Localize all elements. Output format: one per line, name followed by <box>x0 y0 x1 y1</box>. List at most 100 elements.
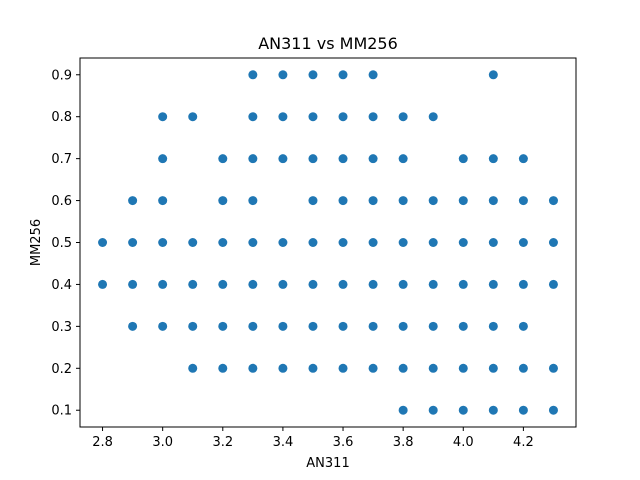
scatter-point <box>338 279 348 289</box>
scatter-point <box>428 405 438 415</box>
scatter-point <box>248 112 258 122</box>
scatter-point <box>218 363 228 373</box>
scatter-point <box>488 363 498 373</box>
scatter-point <box>518 321 528 331</box>
scatter-point <box>338 112 348 122</box>
scatter-point <box>368 154 378 164</box>
scatter-point <box>458 238 468 247</box>
scatter-point <box>398 112 408 122</box>
scatter-point <box>278 238 288 247</box>
y-tick-label: 0.8 <box>51 110 72 125</box>
scatter-point <box>488 154 498 164</box>
x-axis-label: AN311 <box>306 456 349 471</box>
scatter-point <box>338 321 348 331</box>
scatter-point <box>368 70 378 80</box>
scatter-point <box>488 321 498 331</box>
scatter-point <box>548 238 558 247</box>
scatter-point <box>518 405 528 415</box>
scatter-point <box>338 238 348 247</box>
scatter-point <box>428 321 438 331</box>
scatter-point <box>428 279 438 289</box>
scatter-point <box>458 154 468 164</box>
scatter-point <box>308 363 318 373</box>
y-tick-label: 0.3 <box>51 320 72 335</box>
scatter-point <box>398 321 408 331</box>
scatter-point <box>398 363 408 373</box>
scatter-point <box>458 279 468 289</box>
scatter-point <box>368 363 378 373</box>
x-tick-label: 3.4 <box>273 435 294 450</box>
scatter-point <box>188 238 198 247</box>
scatter-point <box>548 279 558 289</box>
scatter-point <box>368 112 378 122</box>
scatter-point <box>218 238 228 247</box>
scatter-point <box>368 196 378 206</box>
scatter-point <box>248 154 258 164</box>
y-tick-label: 0.2 <box>51 362 72 377</box>
scatter-point <box>248 279 258 289</box>
scatter-point <box>98 238 108 247</box>
scatter-point <box>428 238 438 247</box>
plot-frame <box>79 57 577 428</box>
scatter-point <box>488 279 498 289</box>
x-axis-ticks: 2.8 3.0 3.2 3.4 3.6 3.8 4.0 4.2 <box>92 427 534 450</box>
scatter-point <box>308 238 318 247</box>
scatter-point <box>158 196 168 206</box>
scatter-point <box>368 279 378 289</box>
x-tick-label: 4.2 <box>513 435 534 450</box>
scatter-point <box>398 238 408 247</box>
scatter-point <box>488 196 498 206</box>
scatter-point <box>428 363 438 373</box>
scatter-point <box>278 363 288 373</box>
scatter-point <box>428 112 438 122</box>
y-tick-label: 0.4 <box>51 278 72 293</box>
scatter-point <box>398 196 408 206</box>
scatter-point <box>308 70 318 80</box>
scatter-point <box>278 154 288 164</box>
scatter-point <box>458 363 468 373</box>
scatter-point <box>488 405 498 415</box>
x-tick-label: 3.0 <box>152 435 173 450</box>
y-tick-label: 0.7 <box>51 152 72 167</box>
scatter-point <box>308 112 318 122</box>
scatter-point <box>338 70 348 80</box>
scatter-point <box>248 70 258 80</box>
chart-title: AN311 vs MM256 <box>258 34 398 53</box>
scatter-point <box>128 196 138 206</box>
scatter-point <box>248 238 258 247</box>
scatter-point <box>518 154 528 164</box>
scatter-point <box>218 321 228 331</box>
scatter-point <box>98 279 108 289</box>
scatter-point <box>218 196 228 206</box>
scatter-point <box>548 196 558 206</box>
scatter-point <box>338 363 348 373</box>
scatter-point <box>368 238 378 247</box>
scatter-point <box>398 154 408 164</box>
x-tick-label: 3.6 <box>333 435 354 450</box>
scatter-point <box>548 405 558 415</box>
scatter-point <box>518 196 528 206</box>
scatter-point <box>248 196 258 206</box>
scatter-point <box>218 154 228 164</box>
scatter-point <box>188 279 198 289</box>
scatter-point <box>158 321 168 331</box>
scatter-point <box>308 154 318 164</box>
scatter-point <box>518 238 528 247</box>
scatter-point <box>158 112 168 122</box>
y-tick-label: 0.6 <box>51 194 72 209</box>
scatter-point <box>128 321 138 331</box>
scatter-point <box>158 238 168 247</box>
scatter-point <box>278 112 288 122</box>
scatter-point <box>248 321 258 331</box>
scatter-point <box>338 154 348 164</box>
scatter-point <box>278 279 288 289</box>
scatter-point <box>368 321 378 331</box>
scatter-point <box>458 196 468 206</box>
scatter-point <box>458 405 468 415</box>
scatter-point <box>188 321 198 331</box>
y-tick-label: 0.1 <box>51 404 72 419</box>
y-tick-label: 0.5 <box>51 236 72 251</box>
y-axis-label: MM256 <box>29 219 44 266</box>
scatter-point <box>458 321 468 331</box>
